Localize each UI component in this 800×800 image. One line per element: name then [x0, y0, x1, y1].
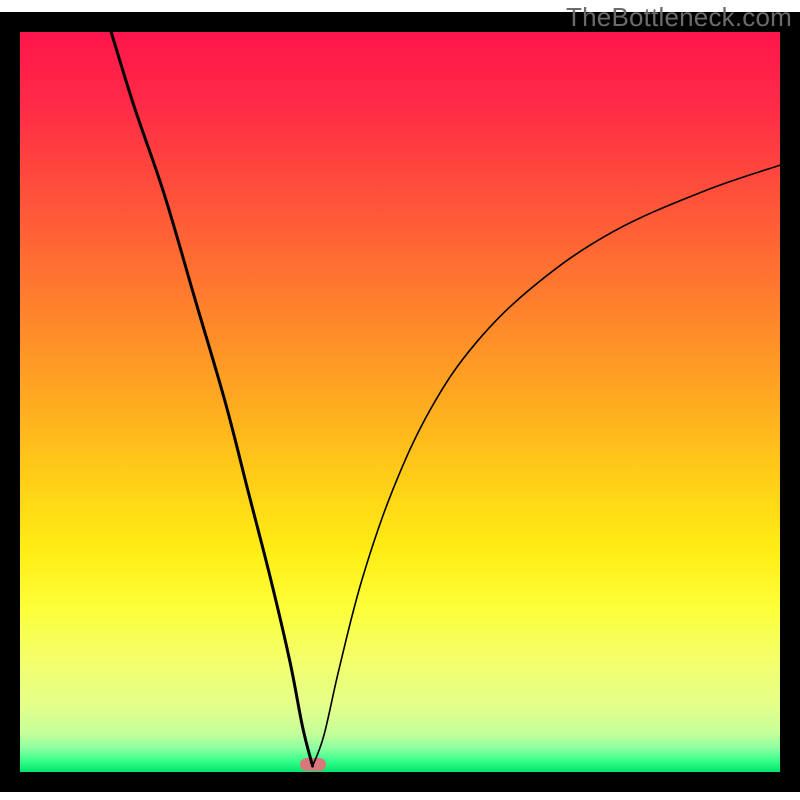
plot-border-left: [0, 12, 20, 792]
curve-right-branch: [313, 165, 780, 766]
watermark-text: TheBottleneck.com: [566, 2, 792, 33]
plot-border-bottom: [0, 772, 800, 792]
bottleneck-curve: [20, 32, 780, 772]
plot-area: [20, 32, 780, 772]
chart-frame: TheBottleneck.com: [0, 0, 800, 800]
curve-left-branch: [111, 32, 312, 766]
plot-border-right: [780, 12, 800, 792]
